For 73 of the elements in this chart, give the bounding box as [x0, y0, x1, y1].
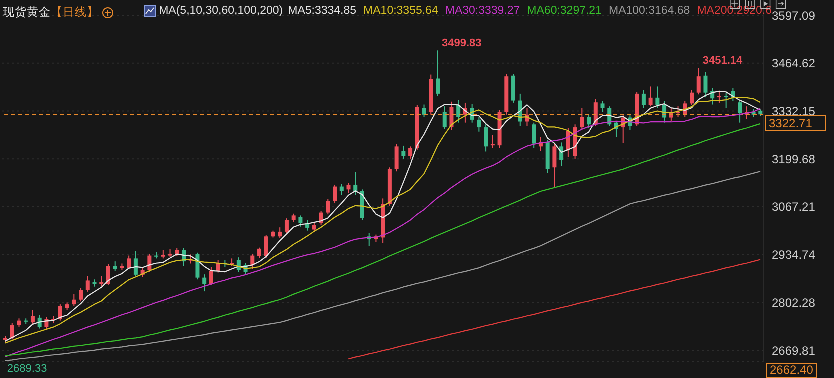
y-tick-label: 2802.28 [772, 296, 816, 310]
candlestick [79, 288, 84, 302]
candlestick [477, 116, 482, 132]
text: MA200:2920.6 [697, 5, 772, 17]
candlestick [738, 100, 742, 124]
candlestick [250, 253, 255, 270]
y-tick-label: 3597.09 [772, 8, 816, 23]
candlestick [600, 100, 605, 112]
ref-line-label: 3322.71 [769, 116, 813, 131]
candlestick [72, 294, 76, 307]
line-series [4, 171, 762, 362]
candlestick [394, 144, 399, 172]
y-tick-label: 2669.81 [772, 344, 816, 358]
line-series [348, 259, 762, 360]
candlestick [333, 184, 338, 204]
candlestick [258, 247, 262, 259]
text: MA10:3355.64 [364, 5, 438, 17]
candlestick [340, 184, 344, 196]
candlestick [450, 101, 454, 131]
candlestick [422, 104, 426, 118]
text: MA5:3334.85 [288, 5, 357, 17]
candlestick [717, 92, 722, 104]
annotation: 3451.14 [702, 55, 744, 68]
text: MA100:3164.68 [608, 5, 690, 17]
candlestick [408, 146, 413, 160]
legend-title: MA(5,10,30,60,100,200) [159, 5, 284, 17]
candlestick [580, 108, 584, 131]
candlestick [436, 50, 440, 97]
candlestick [216, 260, 220, 274]
candlestick [106, 264, 110, 286]
text: 现货黄金 [3, 6, 51, 20]
candlestick [100, 276, 104, 287]
text: MA60:3297.21 [527, 5, 602, 17]
candlestick [30, 310, 35, 325]
candlestick [209, 266, 214, 286]
candlestick [642, 90, 646, 109]
y-tick-label: 3464.62 [772, 56, 816, 71]
y-tick-label: 3067.21 [772, 200, 816, 214]
y-tick-label: 2934.74 [772, 248, 816, 262]
y-tick-label: 3199.68 [772, 152, 816, 166]
candlestick [442, 106, 447, 130]
candlestick [587, 114, 592, 129]
candlestick [696, 68, 701, 96]
y-tick-label: 3332.15 [772, 104, 816, 118]
text: 【日线】 [51, 6, 99, 20]
candlestick [127, 255, 132, 270]
candlestick [354, 172, 358, 196]
candlestick [346, 182, 351, 194]
candlestick [278, 227, 282, 239]
candlestick [402, 145, 406, 160]
annotation: 3499.83 [442, 38, 482, 50]
candlestick [86, 276, 90, 292]
candlestick [58, 304, 62, 322]
candlestick [532, 122, 536, 149]
candlestick [724, 92, 728, 109]
text: 2689.33 [7, 363, 48, 375]
candlestick [10, 322, 14, 340]
candlestick [326, 198, 330, 216]
candlestick [490, 134, 495, 149]
candlestick [484, 124, 488, 152]
candlestick [264, 235, 268, 258]
text: 2662.40 [766, 363, 818, 378]
candlestick [656, 86, 660, 109]
candlestick [134, 250, 138, 277]
candlestick [648, 86, 653, 108]
candlestick [690, 90, 694, 106]
candlestick [456, 100, 461, 124]
candlestick [298, 215, 303, 228]
candlestick [284, 218, 289, 234]
text: MA30:3339.27 [445, 5, 520, 17]
candlestick [704, 72, 708, 98]
candlestick [202, 274, 207, 292]
candlestick [552, 144, 557, 188]
